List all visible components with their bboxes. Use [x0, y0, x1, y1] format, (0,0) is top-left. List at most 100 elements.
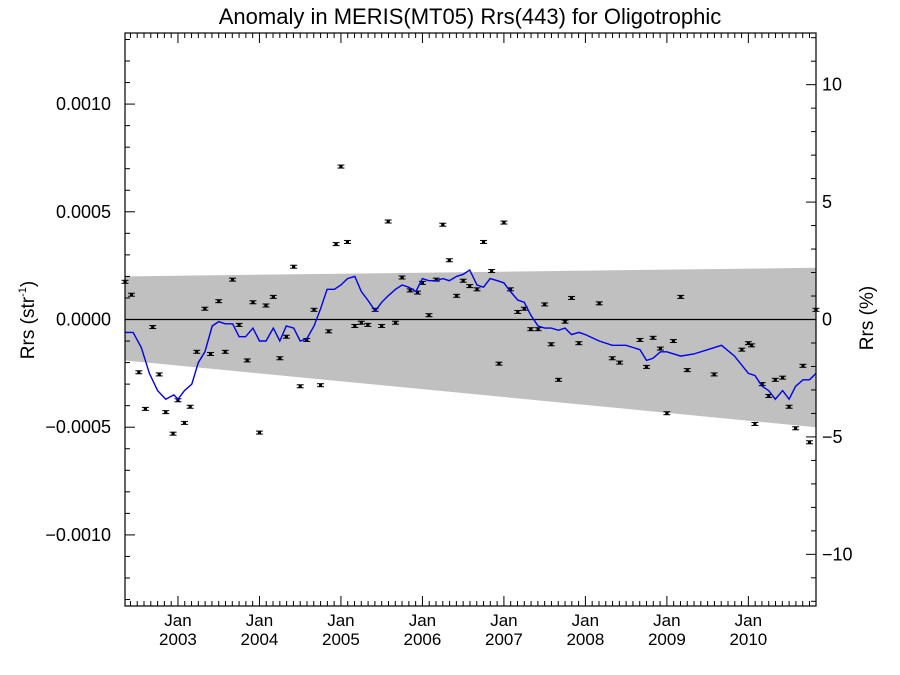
- data-point: [269, 294, 277, 299]
- data-point: [805, 440, 813, 445]
- running-mean-line: [125, 268, 817, 401]
- y-tick-label: 0.0005: [56, 202, 111, 222]
- svg-text:Jan: Jan: [246, 611, 273, 630]
- data-point: [290, 264, 298, 269]
- data-point: [771, 377, 779, 382]
- data-point: [738, 347, 746, 352]
- y2-axis-label: Rrs (%): [857, 286, 878, 350]
- x-axis-ticks: Jan2003Jan2004Jan2005Jan2006Jan2007Jan20…: [129, 33, 810, 649]
- y2-tick-label: −5: [822, 427, 843, 447]
- data-point: [378, 323, 386, 328]
- data-point: [466, 284, 474, 289]
- data-point: [332, 242, 340, 247]
- data-point: [636, 337, 644, 342]
- svg-text:2008: 2008: [566, 630, 604, 649]
- data-point: [384, 219, 392, 224]
- svg-text:2007: 2007: [485, 630, 523, 649]
- data-point: [495, 361, 503, 366]
- svg-text:Jan: Jan: [653, 611, 680, 630]
- data-point: [141, 406, 149, 411]
- data-point: [337, 164, 345, 169]
- data-point: [480, 239, 488, 244]
- y-tick-label: 0.0000: [56, 310, 111, 330]
- data-point: [169, 431, 177, 436]
- y2-tick-label: 10: [822, 75, 842, 95]
- data-point: [555, 377, 563, 382]
- data-point: [193, 349, 201, 354]
- data-point: [514, 309, 522, 314]
- data-point: [235, 322, 243, 327]
- svg-text:2010: 2010: [729, 630, 767, 649]
- data-point: [128, 292, 136, 297]
- data-point: [779, 375, 787, 380]
- data-point: [710, 372, 718, 377]
- data-point: [669, 339, 677, 344]
- data-point: [575, 341, 583, 346]
- data-point: [663, 411, 671, 416]
- data-point: [500, 220, 508, 225]
- data-point: [683, 368, 691, 373]
- y-tick-label: −0.0005: [45, 417, 111, 437]
- svg-text:2005: 2005: [322, 630, 360, 649]
- data-point: [608, 356, 616, 361]
- data-point: [364, 322, 372, 327]
- data-points: [121, 164, 820, 445]
- data-point: [534, 327, 542, 332]
- data-point: [221, 349, 229, 354]
- y2-tick-label: −10: [822, 544, 853, 564]
- data-point: [595, 301, 603, 306]
- data-point: [282, 334, 290, 339]
- data-point: [229, 277, 237, 282]
- data-point: [425, 313, 433, 318]
- svg-text:Jan: Jan: [327, 611, 354, 630]
- svg-text:Jan: Jan: [164, 611, 191, 630]
- data-point: [748, 343, 756, 348]
- data-point: [568, 295, 576, 300]
- data-point: [343, 239, 351, 244]
- data-point: [255, 430, 263, 435]
- chart-title: Anomaly in MERIS(MT05) Rrs(443) for Olig…: [219, 4, 721, 29]
- data-point: [317, 383, 325, 388]
- y2-tick-label: 0: [822, 310, 832, 330]
- data-point: [186, 404, 194, 409]
- y-axis-ticks: 0.0010 0.0005 0.0000 −0.0005 −0.0010: [45, 38, 135, 601]
- data-point: [643, 364, 651, 369]
- svg-text:Jan: Jan: [409, 611, 436, 630]
- data-point: [155, 372, 163, 377]
- svg-text:2003: 2003: [159, 630, 197, 649]
- y-tick-label: −0.0010: [45, 525, 111, 545]
- data-point: [135, 370, 143, 375]
- data-point: [473, 287, 481, 292]
- svg-text:Jan: Jan: [490, 611, 517, 630]
- data-point: [357, 320, 365, 325]
- data-point: [162, 410, 170, 415]
- data-point: [541, 302, 549, 307]
- data-point: [453, 293, 461, 298]
- data-point: [527, 327, 535, 332]
- data-point: [215, 299, 223, 304]
- data-point: [656, 346, 664, 351]
- data-point: [276, 356, 284, 361]
- data-point: [751, 421, 759, 426]
- data-point: [207, 351, 215, 356]
- y2-tick-label: 5: [822, 192, 832, 212]
- data-point: [459, 278, 467, 283]
- uncertainty-band: [125, 267, 816, 428]
- svg-text:2004: 2004: [241, 630, 279, 649]
- svg-text:2006: 2006: [404, 630, 442, 649]
- svg-text:Jan: Jan: [572, 611, 599, 630]
- svg-text:2009: 2009: [648, 630, 686, 649]
- data-point: [351, 323, 359, 328]
- data-point: [616, 360, 624, 365]
- data-point: [561, 319, 569, 324]
- data-point: [439, 222, 447, 227]
- data-point: [547, 342, 555, 347]
